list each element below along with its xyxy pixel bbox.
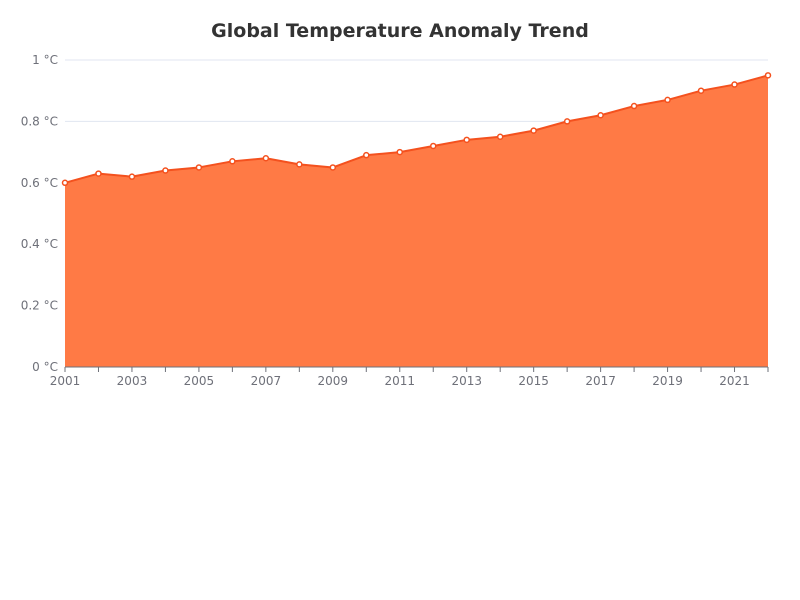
x-tick-label: 2013 bbox=[451, 374, 482, 388]
x-tick-label: 2015 bbox=[518, 374, 549, 388]
data-point bbox=[329, 164, 337, 171]
data-point bbox=[563, 118, 571, 125]
data-point bbox=[195, 164, 203, 171]
data-point bbox=[396, 148, 404, 156]
data-point bbox=[429, 142, 437, 150]
y-tick-label: 0.6 °C bbox=[21, 176, 58, 190]
data-point bbox=[463, 136, 470, 144]
y-tick-label: 0.2 °C bbox=[21, 299, 58, 313]
area-fill bbox=[65, 75, 768, 367]
data-point bbox=[697, 87, 705, 94]
data-point bbox=[296, 161, 303, 168]
data-point bbox=[530, 127, 537, 134]
x-tick-label: 2017 bbox=[585, 374, 616, 388]
data-point bbox=[162, 167, 169, 174]
y-tick-label: 0 °C bbox=[32, 360, 58, 374]
y-tick-label: 1 °C bbox=[32, 53, 58, 67]
data-point bbox=[229, 158, 236, 165]
data-points bbox=[61, 72, 772, 187]
x-tick-label: 2011 bbox=[384, 374, 415, 388]
data-point bbox=[630, 102, 638, 110]
data-point bbox=[363, 151, 370, 159]
data-point bbox=[262, 154, 270, 162]
plot-area bbox=[64, 74, 769, 367]
data-point bbox=[731, 81, 738, 88]
data-point bbox=[764, 72, 772, 79]
chart-title: Global Temperature Anomaly Trend bbox=[211, 20, 589, 42]
data-point bbox=[664, 96, 671, 104]
data-point bbox=[597, 112, 604, 119]
x-tick-label: 2021 bbox=[719, 374, 750, 388]
x-tick-label: 2005 bbox=[184, 374, 215, 388]
data-point bbox=[128, 173, 136, 180]
y-tick-label: 0.4 °C bbox=[21, 237, 58, 251]
x-tick-label: 2019 bbox=[652, 374, 683, 388]
data-point bbox=[95, 170, 102, 177]
x-tick-label: 2007 bbox=[251, 374, 282, 388]
x-tick-label: 2001 bbox=[50, 374, 81, 388]
x-tick-label: 2009 bbox=[318, 374, 349, 388]
x-tick-label: 2003 bbox=[117, 374, 148, 388]
y-tick-label: 0.8 °C bbox=[21, 114, 58, 128]
series-line bbox=[64, 74, 769, 184]
data-point bbox=[61, 179, 69, 187]
data-point bbox=[496, 133, 504, 140]
axes: 0 °C 0.2 °C 0.4 °C 0.6 °C 0.8 °C 1 °C 2001 2003… bbox=[21, 53, 769, 388]
